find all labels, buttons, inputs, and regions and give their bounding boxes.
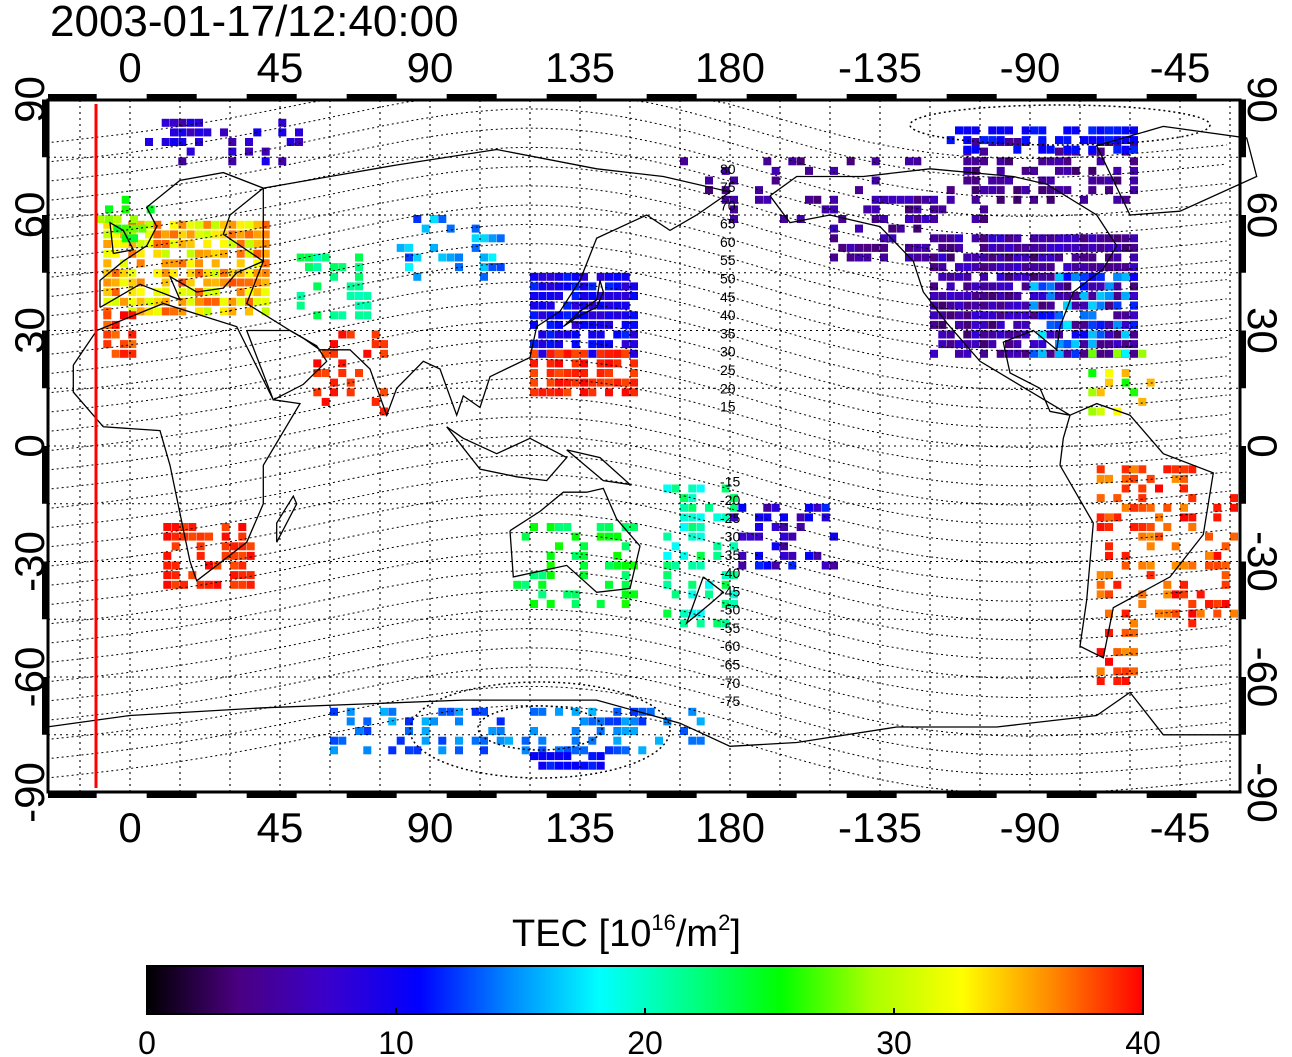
top-lon-tick-label: 0	[118, 44, 141, 91]
axis-frame-bars	[42, 94, 1246, 798]
geomag-contour-label: 75	[720, 179, 736, 195]
geomag-contour-label: 15	[720, 399, 736, 415]
bottom-lon-tick-label: 135	[545, 804, 615, 851]
colorbar-tick-label: 20	[627, 1025, 663, 1057]
bottom-lon-tick-label: 90	[407, 804, 454, 851]
bottom-lon-ticks: 0 45 90 135 180 -135 -90 -45	[118, 804, 1210, 851]
geomag-contour-label: -60	[720, 638, 740, 654]
colorbar-tick-label: 40	[1125, 1025, 1161, 1057]
geomagnetic-labels: 80 75 70 65 60 55 50 45 40 35 30 25 20 15 -15 -20 -25 -30…	[720, 161, 740, 709]
geomag-contour-label: -55	[720, 620, 740, 636]
top-lon-tick-label: 90	[407, 44, 454, 91]
coastlines	[46, 125, 1258, 747]
bottom-lon-tick-label: 45	[257, 804, 304, 851]
colorbar-tick-label: 30	[876, 1025, 912, 1057]
geomag-contour-label: -35	[720, 547, 740, 563]
top-lon-tick-label: -135	[838, 44, 922, 91]
right-lat-tick-label: 0	[1239, 434, 1286, 457]
right-lat-tick-label: 60	[1239, 192, 1286, 239]
geomag-contour-label: 20	[720, 380, 736, 396]
geomag-contour-label: -70	[720, 675, 740, 691]
geomag-contour-label: 35	[720, 325, 736, 341]
right-lat-tick-label: -30	[1239, 531, 1286, 592]
colorbar	[146, 965, 1144, 1015]
geomag-contour-label: 40	[720, 307, 736, 323]
geomag-contour-label: -25	[720, 510, 740, 526]
top-lon-tick-label: -45	[1150, 44, 1211, 91]
geomagnetic-contours	[46, 99, 1227, 793]
bottom-lon-tick-label: -90	[1000, 804, 1061, 851]
bottom-lon-tick-label: 0	[118, 804, 141, 851]
geomag-contour-label: 55	[720, 252, 736, 268]
geomag-contour-label: 80	[720, 161, 736, 177]
colorbar-title: TEC [1016/m2]	[512, 910, 741, 955]
colorbar-ticks: 0 10 20 30 40	[138, 1008, 1161, 1057]
geomag-contour-label: 50	[720, 271, 736, 287]
right-lat-tick-label: 90	[1239, 76, 1286, 123]
geomag-contour-label: -30	[720, 528, 740, 544]
geomag-contour-label: 25	[720, 362, 736, 378]
geomag-contour-label: -20	[720, 492, 740, 508]
right-lat-tick-label: -60	[1239, 647, 1286, 708]
colorbar-tick-label: 0	[138, 1025, 156, 1057]
geomag-contour-label: 70	[720, 197, 736, 213]
tec-data-cells	[96, 118, 1238, 770]
geomag-contour-label: -15	[720, 474, 740, 490]
top-lon-tick-label: 135	[545, 44, 615, 91]
colorbar-tick-label: 10	[378, 1025, 414, 1057]
timestamp-title: 2003-01-17/12:40:00	[50, 0, 459, 46]
geomag-contour-label: -40	[720, 565, 740, 581]
left-lat-tick-label: 0	[6, 434, 53, 457]
bottom-lon-tick-label: 180	[695, 804, 765, 851]
top-lon-tick-label: -90	[1000, 44, 1061, 91]
bottom-lon-tick-label: -135	[838, 804, 922, 851]
geomag-contour-label: -45	[720, 583, 740, 599]
geomag-contour-label: -75	[720, 693, 740, 709]
right-lat-ticks: 90 60 30 0 -30 -60 -90	[1239, 76, 1286, 823]
geomag-contour-label: 60	[720, 234, 736, 250]
lat-lon-grid	[48, 100, 1240, 792]
top-lon-ticks: 0 45 90 135 180 -135 -90 -45	[118, 44, 1210, 91]
geomag-contour-label: -65	[720, 656, 740, 672]
right-lat-tick-label: 30	[1239, 307, 1286, 354]
geomag-contour-label: 30	[720, 344, 736, 360]
geomag-contour-label: 45	[720, 289, 736, 305]
left-lat-tick-label: -90	[6, 762, 53, 823]
bottom-lon-tick-label: -45	[1150, 804, 1211, 851]
top-lon-tick-label: 45	[257, 44, 304, 91]
right-lat-tick-label: -90	[1239, 762, 1286, 823]
geomag-contour-label: 65	[720, 216, 736, 232]
top-lon-tick-label: 180	[695, 44, 765, 91]
geomag-contour-label: -50	[720, 602, 740, 618]
